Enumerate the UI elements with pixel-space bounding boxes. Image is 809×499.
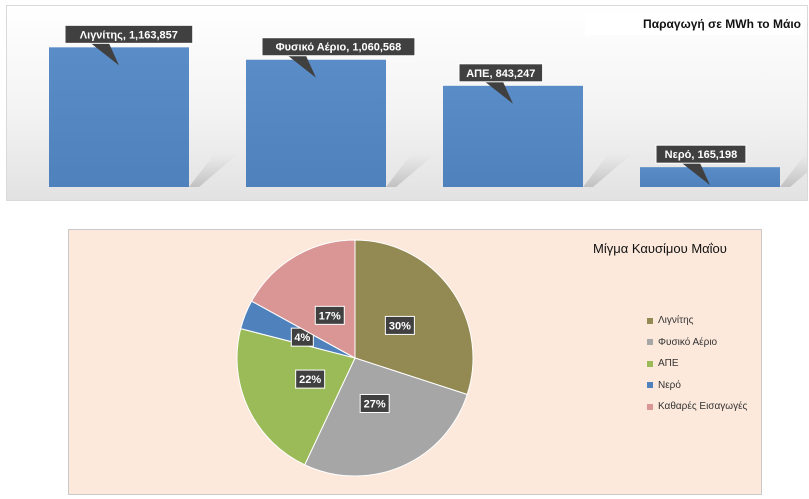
pie-label-box <box>314 305 345 325</box>
data-label-box <box>655 144 747 164</box>
legend-swatch <box>647 317 653 324</box>
data-label-pointer <box>485 81 513 104</box>
data-label-pointer <box>91 43 119 66</box>
pie-chart-panel: 30% 27% 22% 4% 17% Μίγμα Καυσίμου Μαΐου Λιγν… <box>68 229 762 495</box>
legend-item: ΑΠΕ <box>647 353 759 375</box>
pie-slice-4 <box>250 239 356 359</box>
pie-slice-1 <box>304 357 468 477</box>
bar-chart-plot: Λιγνίτης, 1,163,857 Φυσικό Αέριο, 1,060,5… <box>49 24 807 187</box>
legend-label: Φυσικό Αέριο <box>658 336 718 348</box>
bar-shadow <box>583 153 633 187</box>
legend-swatch <box>647 382 653 389</box>
bar-1 <box>246 59 386 187</box>
bar-shadow <box>189 153 239 187</box>
pie-data-label: 4% <box>294 332 310 344</box>
legend-swatch <box>647 339 653 346</box>
pie-data-label: 27% <box>364 398 386 410</box>
legend-swatch <box>647 360 653 367</box>
bar-chart-title: Παραγωγή σε MWh το Μάιο <box>585 13 803 35</box>
bar-chart-panel: Λιγνίτης, 1,163,857 Φυσικό Αέριο, 1,060,5… <box>6 5 808 201</box>
legend-item: Καθαρές Εισαγωγές <box>647 396 759 418</box>
data-label-box <box>261 37 416 57</box>
pie-label-box <box>359 393 390 413</box>
legend-label: Καθαρές Εισαγωγές <box>658 401 748 413</box>
data-label-pointer <box>288 55 316 78</box>
data-label-box <box>458 63 544 83</box>
pie-chart-legend: Λιγνίτης Φυσικό Αέριο ΑΠΕ Νερό Καθαρές Εισαγ… <box>647 310 759 418</box>
legend-label: ΑΠΕ <box>658 358 679 370</box>
pie-data-label: 17% <box>319 310 341 322</box>
pie-slice-2 <box>236 328 356 466</box>
legend-swatch <box>647 403 653 410</box>
legend-item: Λιγνίτης <box>647 310 759 332</box>
bar-data-label: ΑΠΕ, 843,247 <box>466 68 535 80</box>
pie-data-label: 30% <box>389 320 411 332</box>
bar-shadow <box>386 153 436 187</box>
bar-data-label: Νερό, 165,198 <box>665 149 738 161</box>
bar-0 <box>49 47 189 187</box>
data-label-box <box>64 24 194 44</box>
bar-data-label: Λιγνίτης, 1,163,857 <box>80 29 178 41</box>
bar-2 <box>443 85 583 187</box>
bar-3 <box>640 167 780 187</box>
pie-data-label: 22% <box>299 374 321 386</box>
data-label-pointer <box>682 163 710 186</box>
pie-chart-plot: 30% 27% 22% 4% 17% <box>236 239 474 477</box>
bar-data-label: Φυσικό Αέριο, 1,060,568 <box>276 42 402 54</box>
legend-label: Νερό <box>658 379 681 391</box>
legend-label: Λιγνίτης <box>658 315 694 327</box>
pie-chart-title: Μίγμα Καυσίμου Μαΐου <box>593 241 727 256</box>
bar-shadow <box>780 153 807 187</box>
legend-item: Φυσικό Αέριο <box>647 332 759 354</box>
pie-label-box <box>295 369 326 389</box>
pie-label-box <box>384 315 415 335</box>
legend-item: Νερό <box>647 375 759 397</box>
